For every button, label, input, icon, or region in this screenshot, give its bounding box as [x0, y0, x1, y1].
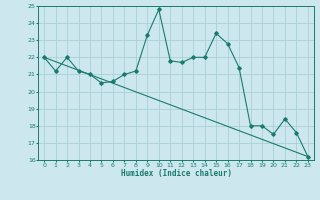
X-axis label: Humidex (Indice chaleur): Humidex (Indice chaleur)	[121, 169, 231, 178]
